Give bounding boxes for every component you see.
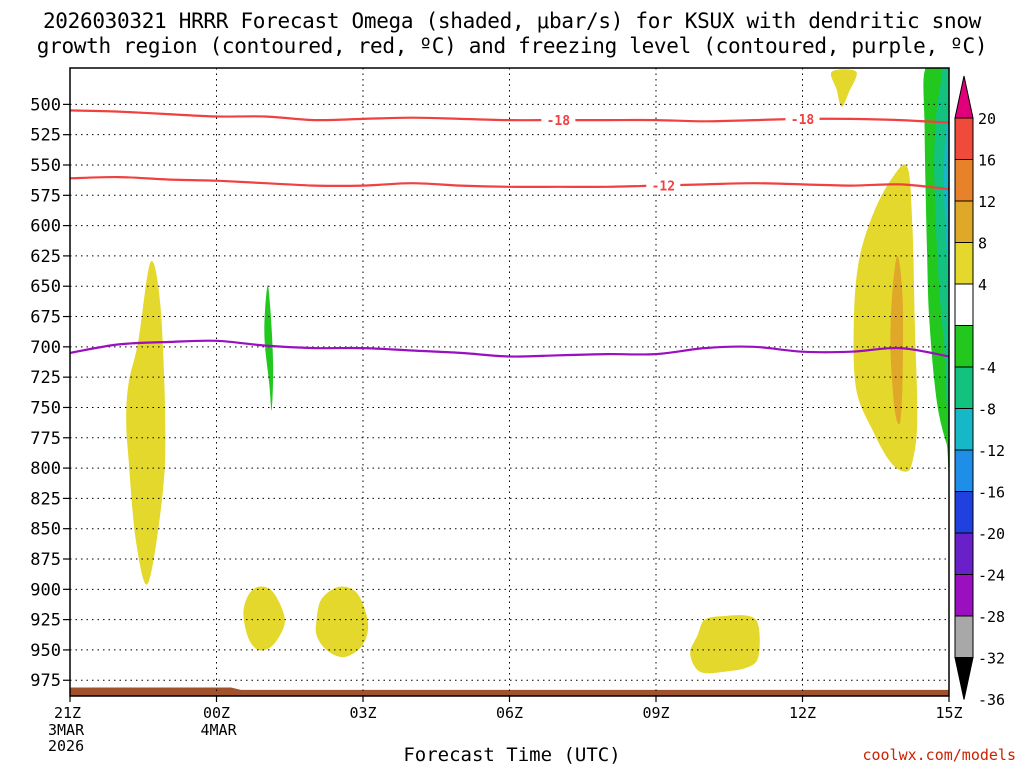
colorbar-label--12: -12	[978, 442, 1005, 460]
x-tick-sublabel-21Z-0: 3MAR	[48, 721, 85, 739]
terrain-layer	[70, 687, 949, 696]
source-credit: coolwx.com/models	[862, 746, 1016, 764]
colorbar-bin--36to-32	[954, 615, 974, 658]
colorbar-bin--32to-28	[954, 574, 974, 617]
colorbar-bin-4to8	[954, 242, 974, 285]
omega-region-yellow-plume-late	[853, 164, 918, 472]
x-tick-label-12Z: 12Z	[789, 704, 816, 722]
contour-label-isotherm-minus-18-0: -18	[547, 114, 571, 129]
colorbar-bin--16to-12	[954, 408, 974, 451]
y-tick-label-725: 725	[30, 368, 61, 388]
colorbar-bin-8to12	[954, 200, 974, 243]
grid-layer	[70, 68, 949, 696]
y-tick-label-900: 900	[30, 580, 61, 600]
colorbar-label-16: 16	[978, 152, 996, 170]
contour-label-bg-isotherm-minus-12-0	[646, 177, 681, 193]
colorbar-arrow-bottom	[954, 657, 974, 700]
y-tick-label-700: 700	[30, 338, 61, 358]
omega-shading-layer	[126, 68, 949, 674]
colorbar-label-8: 8	[978, 235, 987, 253]
y-tick-label-750: 750	[30, 398, 61, 418]
omega-region-cyan-edge-late	[944, 112, 949, 304]
colorbar-label--20: -20	[978, 525, 1005, 543]
colorbar-label-4: 4	[978, 276, 987, 294]
y-tick-label-825: 825	[30, 489, 61, 509]
colorbar-bin--24to-20	[954, 491, 974, 534]
x-tick-label-00Z: 00Z	[203, 704, 230, 722]
x-tick-label-06Z: 06Z	[496, 704, 523, 722]
y-tick-label-875: 875	[30, 550, 61, 570]
colorbar-label--28: -28	[978, 608, 1005, 626]
x-tick-label-15Z: 15Z	[935, 704, 962, 722]
omega-region-orange-core-late	[890, 255, 904, 425]
x-tick-label-09Z: 09Z	[642, 704, 669, 722]
y-tick-label-800: 800	[30, 459, 61, 479]
y-tick-label-600: 600	[30, 217, 61, 237]
y-tick-label-575: 575	[30, 186, 61, 206]
contour-label-isotherm-minus-18-1: -18	[791, 113, 815, 128]
x-tick-sublabel-21Z-1: 2026	[48, 737, 84, 755]
colorbar-bin--20to-16	[954, 449, 974, 492]
x-tick-label-21Z: 21Z	[54, 704, 81, 722]
colorbar-label--36: -36	[978, 691, 1005, 709]
terrain-surface	[70, 687, 949, 696]
y-tick-label-925: 925	[30, 611, 61, 631]
y-tick-label-775: 775	[30, 429, 61, 449]
y-axis: 500 525 550 575 600 625 650 675 700 725 750 775 800 8…	[30, 95, 70, 691]
contour-layer: -18 -18 -12	[69, 109, 950, 358]
y-tick-label-950: 950	[30, 641, 61, 661]
x-tick-label-03Z: 03Z	[349, 704, 376, 722]
contour-label-bg-isotherm-minus-18-0	[541, 112, 576, 128]
colorbar-arrow-top	[954, 75, 974, 119]
colorbar-bin--4to4	[954, 283, 974, 326]
y-tick-label-650: 650	[30, 277, 61, 297]
y-tick-label-500: 500	[30, 95, 61, 115]
colorbar-bin-12to16	[954, 159, 974, 202]
omega-region-yellow-blob-04z-low	[315, 586, 369, 658]
omega-region-yellow-top-13z	[830, 69, 857, 107]
colorbar-label-20: 20	[978, 110, 996, 128]
colorbar: 20 16 12 8 4 -4 -8 -12 -16 -20 -24 -28 -32 -36	[954, 75, 1005, 709]
chart-title-line-1: 2026030321 HRRR Forecast Omega (shaded, …	[42, 9, 982, 33]
y-tick-label-525: 525	[30, 126, 61, 146]
y-tick-label-625: 625	[30, 247, 61, 267]
omega-region-yellow-blob-10z-low	[690, 615, 760, 674]
y-tick-label-550: 550	[30, 156, 61, 176]
contour-label-isotherm-minus-12-0: -12	[652, 179, 675, 194]
colorbar-label--32: -32	[978, 650, 1005, 668]
colorbar-label--8: -8	[978, 401, 996, 419]
colorbar-bin--28to-24	[954, 532, 974, 575]
colorbar-bin-16to20	[954, 117, 974, 160]
omega-region-yellow-blob-02z-low	[243, 586, 285, 651]
colorbar-label--16: -16	[978, 484, 1005, 502]
colorbar-bin--12to-8	[954, 366, 974, 409]
contour-freezing-level	[69, 339, 950, 358]
x-axis-title: Forecast Time (UTC)	[403, 744, 621, 766]
chart-title-line-2: growth region (contoured, red, ºC) and f…	[36, 34, 988, 58]
contour-isotherm-minus-12	[69, 175, 950, 191]
colorbar-label--4: -4	[978, 359, 996, 377]
colorbar-bin--8to-4	[954, 325, 974, 368]
omega-region-yellow-plume-early	[126, 260, 166, 585]
contour-label-bg-isotherm-minus-18-1	[785, 110, 820, 126]
y-tick-label-850: 850	[30, 520, 61, 540]
colorbar-label--24: -24	[978, 567, 1005, 585]
y-tick-label-675: 675	[30, 308, 61, 328]
y-tick-label-975: 975	[30, 671, 61, 691]
omega-region-green-streak-02z	[264, 285, 274, 411]
x-tick-sublabel-00Z-0: 4MAR	[201, 721, 238, 739]
colorbar-label-12: 12	[978, 193, 996, 211]
